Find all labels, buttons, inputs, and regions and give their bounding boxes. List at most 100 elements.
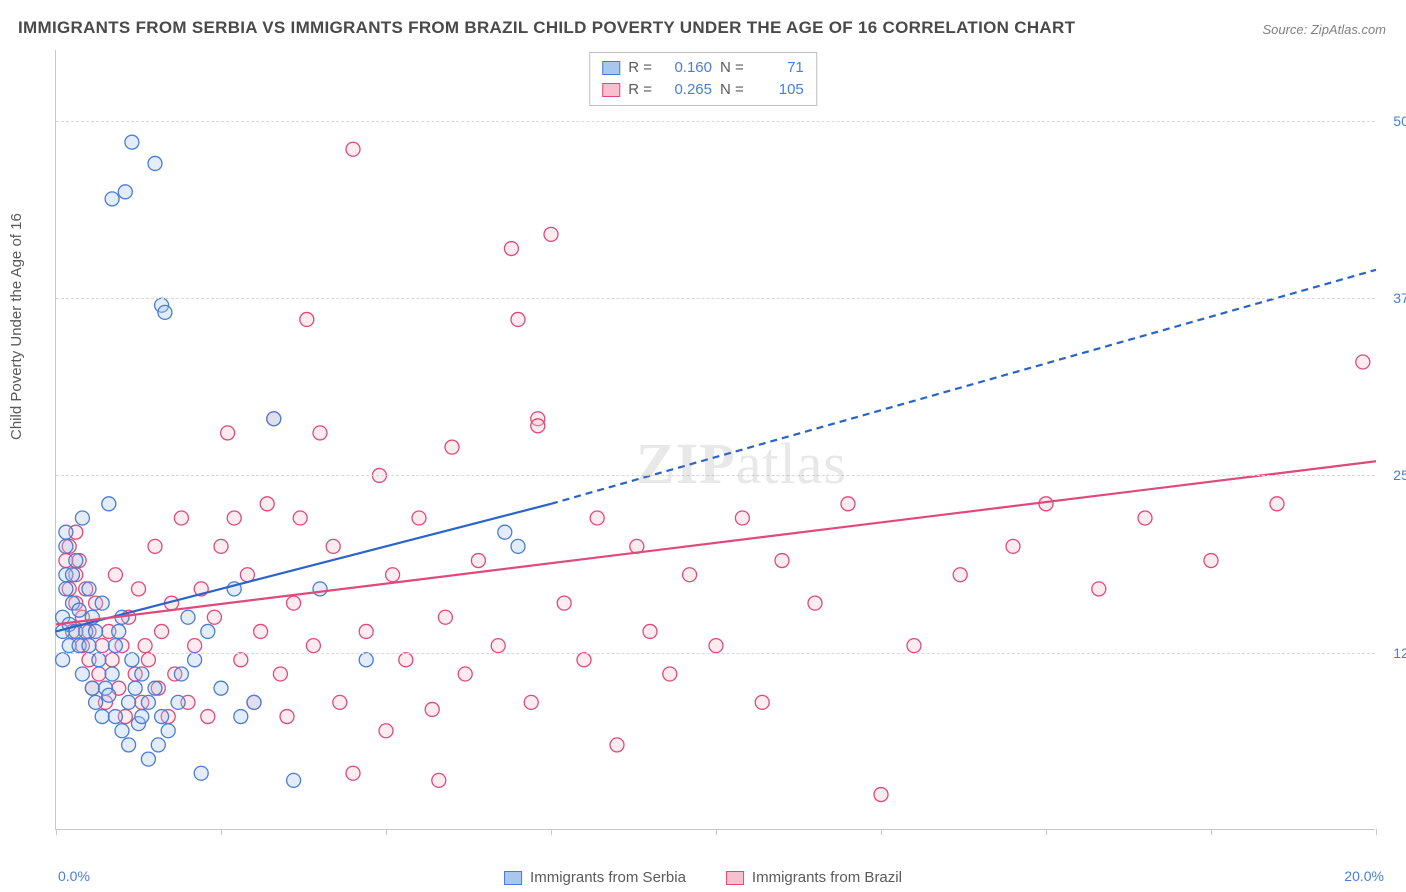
scatter-point bbox=[141, 752, 155, 766]
scatter-point bbox=[135, 710, 149, 724]
legend-item-brazil: Immigrants from Brazil bbox=[726, 869, 902, 886]
legend-statistics: R = 0.160 N = 71 R = 0.265 N = 105 bbox=[589, 52, 817, 106]
scatter-point bbox=[313, 582, 327, 596]
x-tick bbox=[1046, 829, 1047, 835]
scatter-point bbox=[75, 511, 89, 525]
scatter-point bbox=[425, 702, 439, 716]
source-attribution: Source: ZipAtlas.com bbox=[1262, 22, 1386, 37]
scatter-point bbox=[118, 185, 132, 199]
scatter-point bbox=[524, 695, 538, 709]
scatter-point bbox=[141, 653, 155, 667]
scatter-point bbox=[102, 497, 116, 511]
scatter-point bbox=[181, 610, 195, 624]
scatter-point bbox=[953, 568, 967, 582]
scatter-point bbox=[82, 582, 96, 596]
scatter-point bbox=[280, 710, 294, 724]
scatter-point bbox=[108, 710, 122, 724]
r-value-brazil: 0.265 bbox=[660, 79, 712, 101]
scatter-point bbox=[171, 695, 185, 709]
scatter-point bbox=[287, 596, 301, 610]
scatter-point bbox=[1270, 497, 1284, 511]
scatter-point bbox=[511, 539, 525, 553]
scatter-point bbox=[59, 582, 73, 596]
scatter-point bbox=[122, 695, 136, 709]
scatter-point bbox=[128, 681, 142, 695]
swatch-serbia bbox=[504, 871, 522, 885]
scatter-point bbox=[544, 227, 558, 241]
y-tick-label: 12.5% bbox=[1393, 645, 1406, 661]
scatter-point bbox=[132, 582, 146, 596]
scatter-point bbox=[95, 596, 109, 610]
scatter-point bbox=[775, 554, 789, 568]
scatter-point bbox=[59, 525, 73, 539]
scatter-point bbox=[214, 681, 228, 695]
gridline bbox=[56, 121, 1375, 122]
scatter-point bbox=[346, 766, 360, 780]
chart-container: IMMIGRANTS FROM SERBIA VS IMMIGRANTS FRO… bbox=[0, 0, 1406, 892]
y-tick-label: 25.0% bbox=[1393, 467, 1406, 483]
x-tick bbox=[221, 829, 222, 835]
scatter-point bbox=[491, 639, 505, 653]
scatter-point bbox=[105, 192, 119, 206]
r-label: R = bbox=[628, 79, 652, 101]
scatter-point bbox=[82, 639, 96, 653]
scatter-point bbox=[907, 639, 921, 653]
scatter-point bbox=[108, 568, 122, 582]
n-value-brazil: 105 bbox=[752, 79, 804, 101]
scatter-point bbox=[1138, 511, 1152, 525]
scatter-point bbox=[112, 624, 126, 638]
scatter-point bbox=[386, 568, 400, 582]
scatter-point bbox=[1356, 355, 1370, 369]
scatter-point bbox=[174, 667, 188, 681]
scatter-point bbox=[313, 426, 327, 440]
scatter-point bbox=[1006, 539, 1020, 553]
scatter-point bbox=[108, 639, 122, 653]
swatch-brazil bbox=[602, 83, 620, 97]
scatter-point bbox=[115, 724, 129, 738]
scatter-point bbox=[326, 539, 340, 553]
scatter-point bbox=[188, 639, 202, 653]
scatter-point bbox=[85, 681, 99, 695]
scatter-point bbox=[643, 624, 657, 638]
x-tick bbox=[716, 829, 717, 835]
r-label: R = bbox=[628, 57, 652, 79]
scatter-point bbox=[663, 667, 677, 681]
scatter-point bbox=[458, 667, 472, 681]
regression-line-extrapolated bbox=[551, 270, 1376, 504]
scatter-point bbox=[1204, 554, 1218, 568]
scatter-point bbox=[293, 511, 307, 525]
scatter-point bbox=[511, 312, 525, 326]
scatter-point bbox=[471, 554, 485, 568]
scatter-point bbox=[95, 710, 109, 724]
scatter-point bbox=[59, 539, 73, 553]
scatter-point bbox=[151, 738, 165, 752]
scatter-point bbox=[1092, 582, 1106, 596]
x-tick bbox=[551, 829, 552, 835]
scatter-point bbox=[234, 710, 248, 724]
scatter-point bbox=[95, 639, 109, 653]
y-axis-title: Child Poverty Under the Age of 16 bbox=[8, 213, 25, 440]
scatter-point bbox=[874, 788, 888, 802]
scatter-point bbox=[399, 653, 413, 667]
y-tick-label: 37.5% bbox=[1393, 290, 1406, 306]
x-tick bbox=[56, 829, 57, 835]
scatter-point bbox=[125, 135, 139, 149]
n-label: N = bbox=[720, 79, 744, 101]
plot-area: ZIPatlas 12.5%25.0%37.5%50.0% bbox=[55, 50, 1375, 830]
scatter-point bbox=[69, 554, 83, 568]
scatter-point bbox=[89, 695, 103, 709]
scatter-point bbox=[445, 440, 459, 454]
scatter-point bbox=[557, 596, 571, 610]
scatter-point bbox=[125, 653, 139, 667]
scatter-point bbox=[504, 242, 518, 256]
scatter-point bbox=[432, 773, 446, 787]
scatter-point bbox=[214, 539, 228, 553]
swatch-brazil bbox=[726, 871, 744, 885]
scatter-point bbox=[234, 653, 248, 667]
scatter-point bbox=[412, 511, 426, 525]
scatter-point bbox=[122, 738, 136, 752]
chart-svg bbox=[56, 50, 1375, 829]
scatter-point bbox=[359, 624, 373, 638]
scatter-point bbox=[683, 568, 697, 582]
r-value-serbia: 0.160 bbox=[660, 57, 712, 79]
